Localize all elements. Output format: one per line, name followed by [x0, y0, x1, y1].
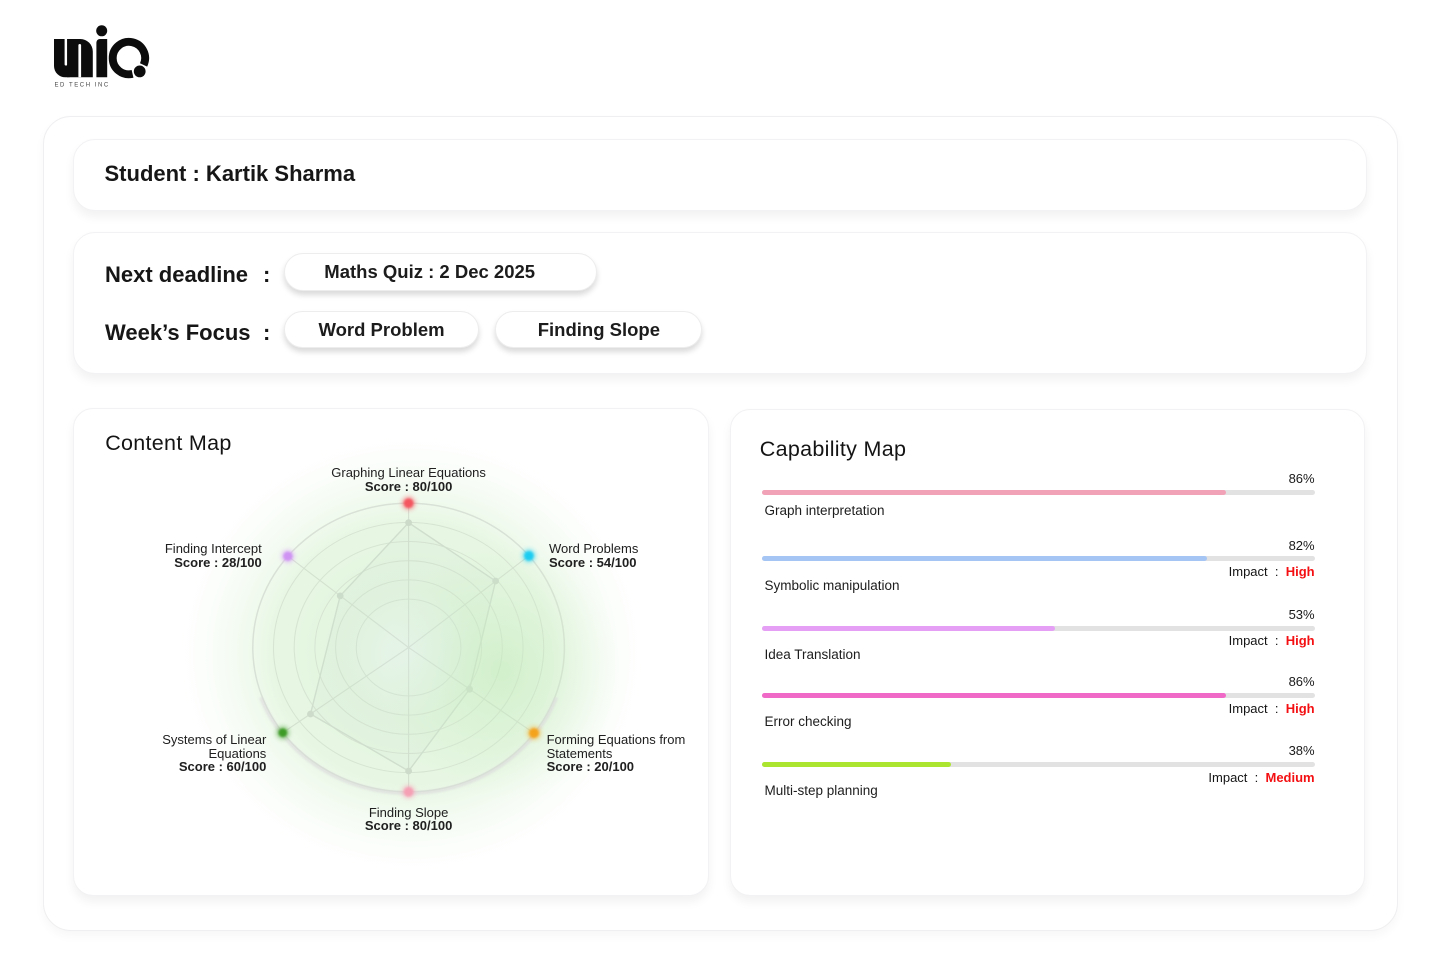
svg-text:ED TECH INC: ED TECH INC: [55, 83, 110, 89]
